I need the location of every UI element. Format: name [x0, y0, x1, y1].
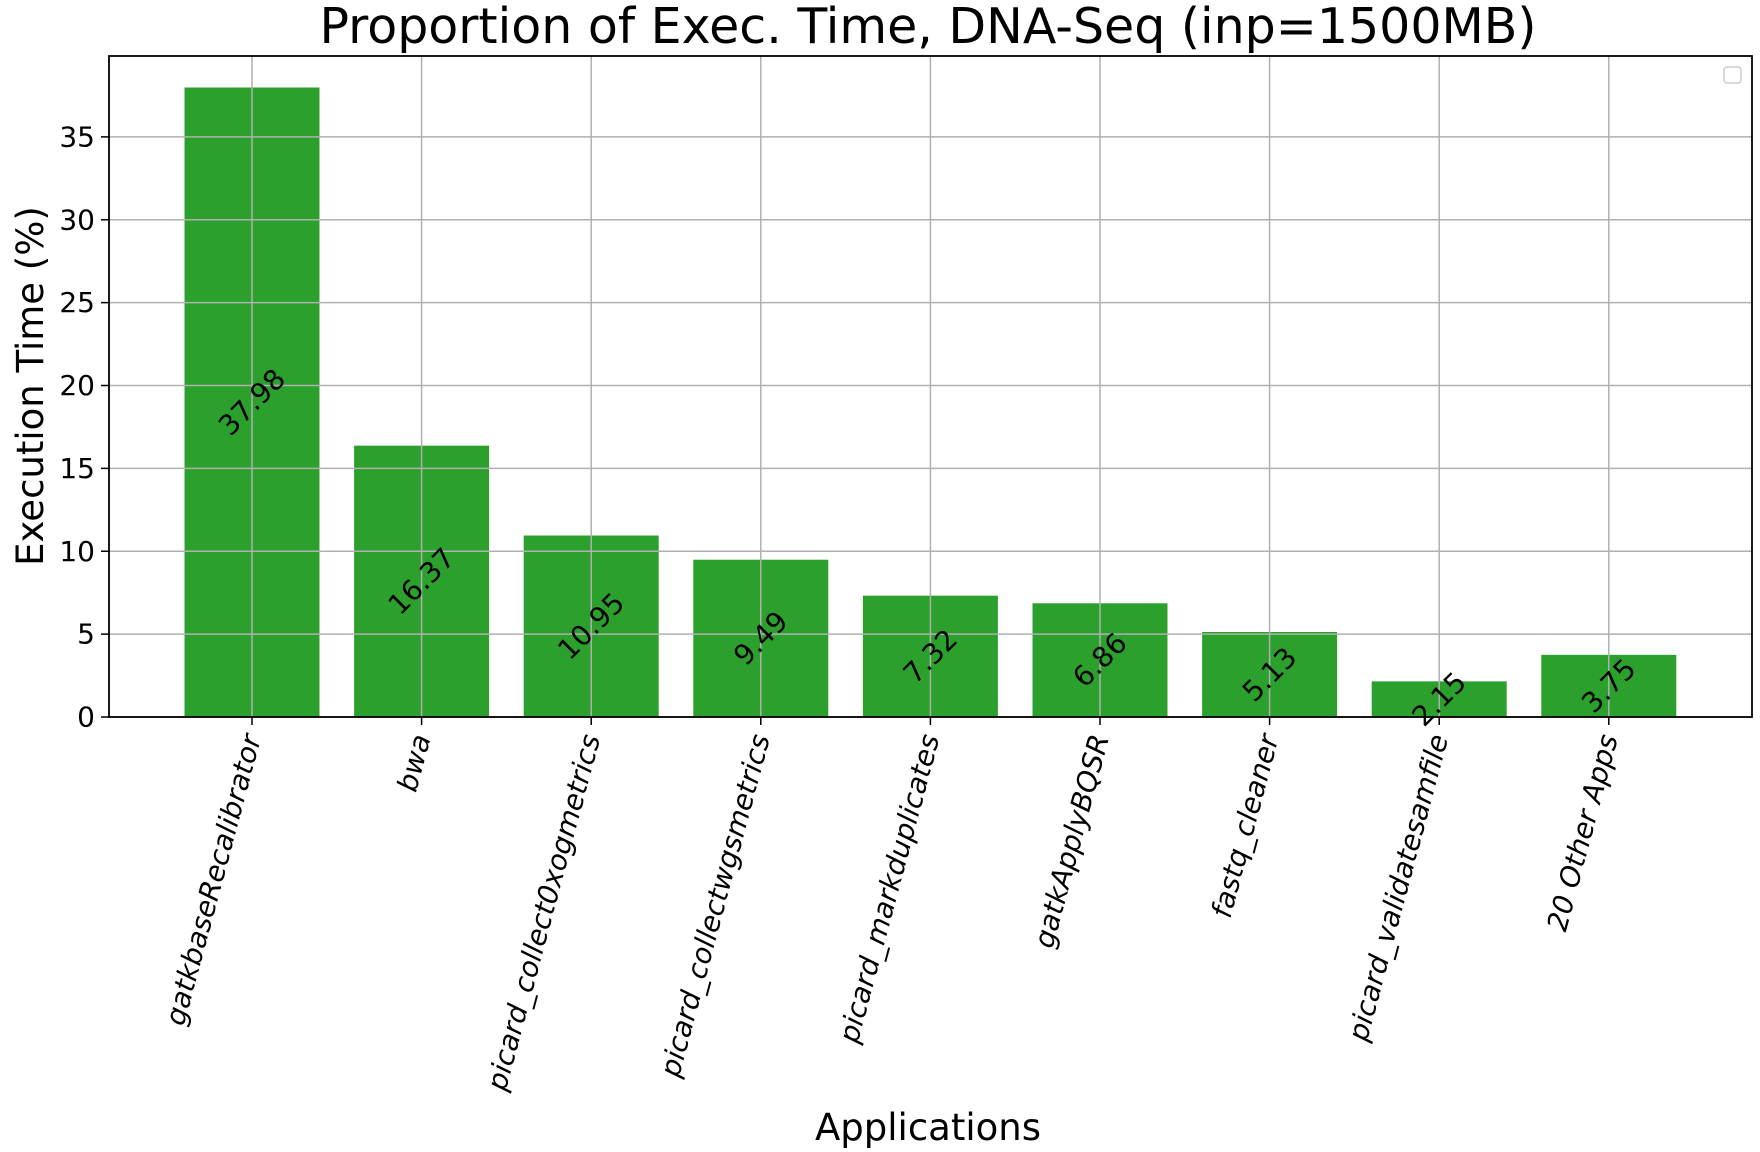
y-axis: 0 5 10 15 20 25 30 35: [59, 120, 109, 734]
y-tick-label: 15: [59, 452, 95, 485]
y-tick-label: 25: [59, 286, 95, 319]
y-axis-label: Execution Time (%): [9, 206, 52, 566]
y-tick-label: 30: [59, 203, 95, 236]
y-tick-label: 35: [59, 120, 95, 153]
y-tick-label: 0: [77, 701, 95, 734]
y-tick-label: 10: [59, 535, 95, 568]
x-tick-label: gatkApplyBQSR: [1027, 731, 1116, 952]
x-tick-label: 20 Other Apps: [1541, 731, 1625, 935]
legend-box: [1723, 66, 1742, 84]
grid-lines: [109, 56, 1752, 718]
x-tick-label: picard_markduplicates: [832, 731, 946, 1047]
x-tick-label: picard_validatesamfile: [1341, 731, 1455, 1046]
x-tick-label: picard_collectwgsmetrics: [653, 731, 777, 1082]
y-tick-label: 20: [59, 369, 95, 402]
chart-title: Proportion of Exec. Time, DNA-Seq (inp=1…: [319, 0, 1536, 55]
y-tick-label: 5: [77, 618, 95, 651]
x-tick-label: picard_collect0xogmetrics: [480, 731, 607, 1095]
x-tick-label: bwa: [391, 731, 438, 795]
x-axis: gatkbaseRecalibrator bwa picard_collect0xo…: [158, 717, 1625, 1095]
x-tick-label: fastq_cleaner: [1205, 729, 1286, 921]
x-axis-label: Applications: [815, 1106, 1041, 1149]
x-tick-label: gatkbaseRecalibrator: [158, 729, 268, 1028]
